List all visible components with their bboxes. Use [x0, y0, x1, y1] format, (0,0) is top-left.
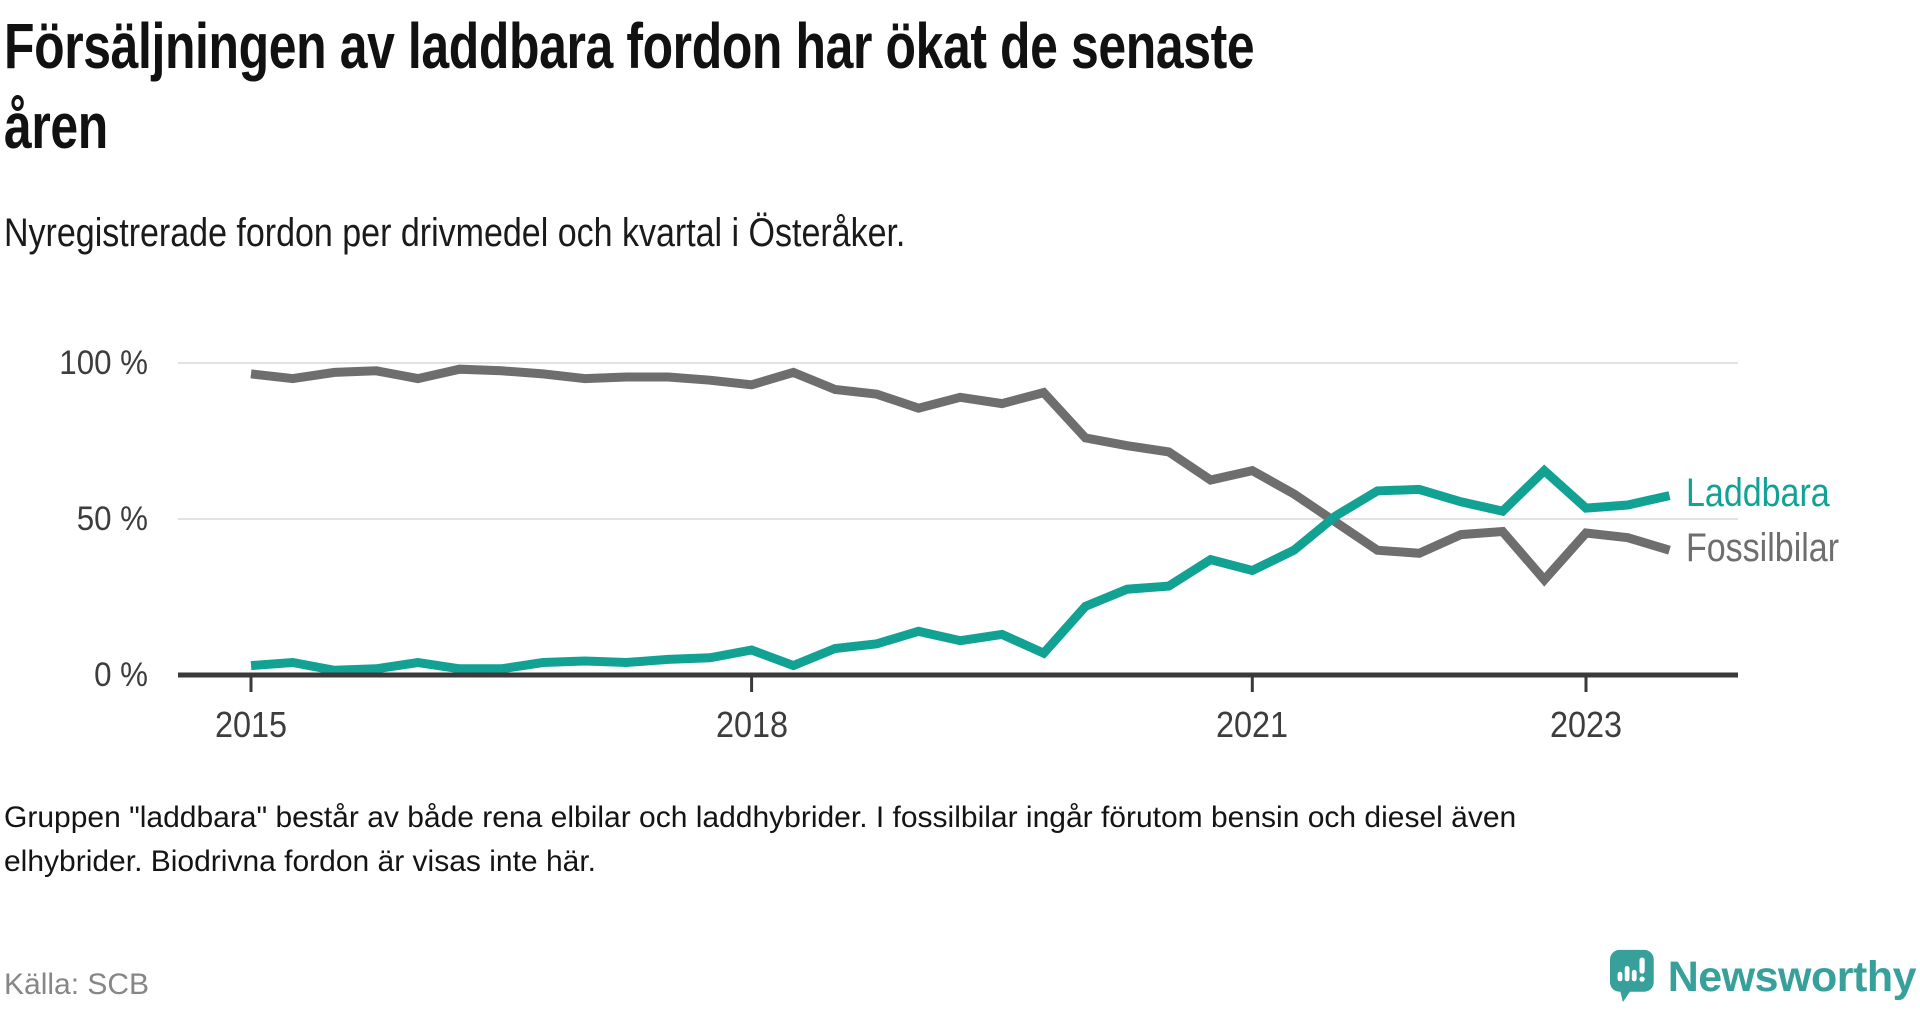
legend-label-laddbara: Laddbara	[1686, 471, 1830, 515]
logo-exclamation-dot	[1639, 976, 1645, 982]
line-chart	[178, 362, 1738, 692]
page-title: Försäljningen av laddbara fordon har öka…	[4, 6, 1255, 166]
footnote-line-2: elhybrider. Biodrivna fordon är visas in…	[4, 845, 596, 878]
logo-bar-3	[1631, 969, 1637, 982]
x-axis-label-2018: 2018	[715, 704, 788, 745]
x-axis-label-2015: 2015	[214, 704, 288, 745]
newsworthy-logo: Newsworthy	[1610, 946, 1917, 1008]
x-axis-label-2021: 2021	[1216, 704, 1289, 745]
logo-bar-2	[1624, 966, 1630, 982]
y-axis-label-50: 50 %	[76, 500, 148, 538]
x-axis-label-2023: 2023	[1549, 704, 1623, 745]
chart-subtitle: Nyregistrerade fordon per drivmedel och …	[4, 211, 906, 255]
series-line-fossilbilar	[250, 364, 1671, 587]
chart-footnote: Gruppen "laddbara" består av både rena e…	[4, 796, 1516, 884]
source-label: Källa: SCB	[4, 968, 150, 1001]
footnote-line-1: Gruppen "laddbara" består av både rena e…	[4, 801, 1517, 834]
y-axis-label-100: 100 %	[59, 344, 149, 382]
newsworthy-logo-icon	[1610, 949, 1654, 1003]
legend-label-fossilbilar: Fossilbilar	[1686, 526, 1840, 570]
newsworthy-logo-text: Newsworthy	[1667, 953, 1917, 1001]
series-line-laddbara	[250, 464, 1671, 675]
logo-exclamation-bar	[1639, 957, 1645, 974]
y-axis-label-0: 0 %	[94, 656, 148, 694]
title-line-1: Försäljningen av laddbara fordon har öka…	[4, 10, 1255, 82]
logo-bar-1	[1617, 971, 1623, 982]
title-line-2: åren	[4, 90, 108, 162]
